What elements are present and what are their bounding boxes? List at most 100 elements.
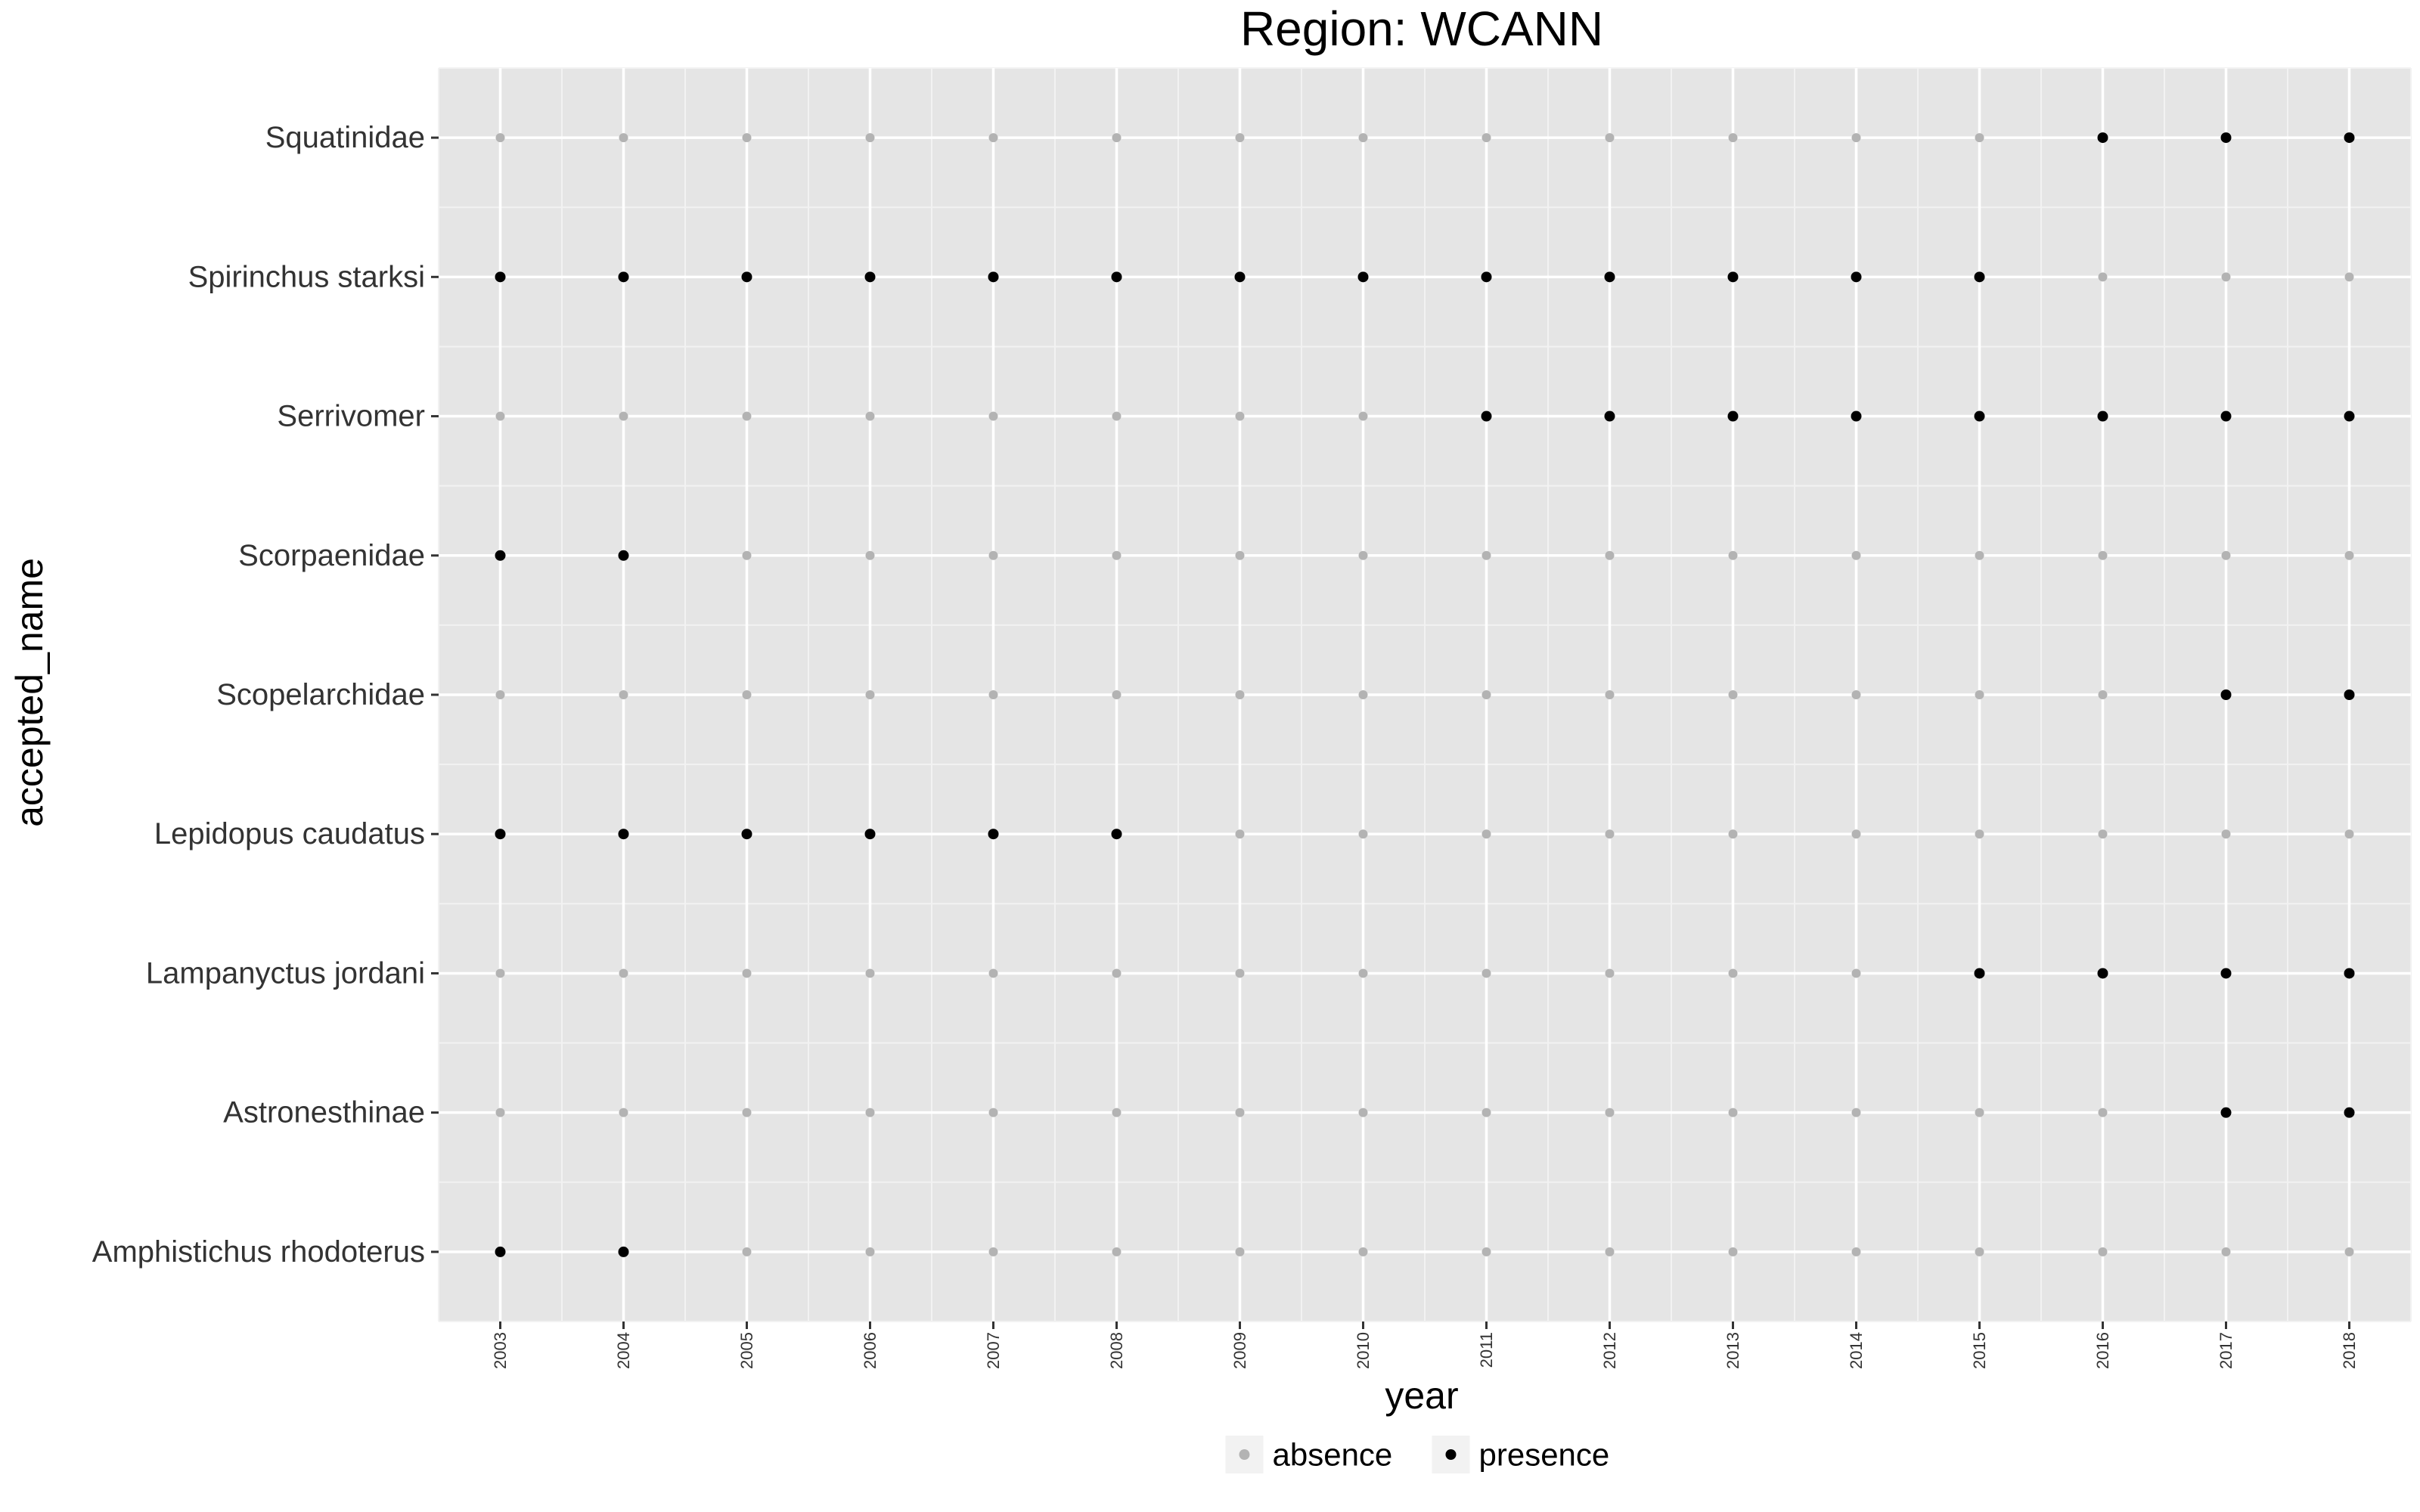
- absence-point: [1481, 133, 1491, 143]
- absence-point: [742, 968, 752, 978]
- absence-point: [1112, 1108, 1122, 1117]
- x-tick-label: 2009: [1230, 1332, 1249, 1369]
- absence-point: [1112, 968, 1122, 978]
- absence-point: [1481, 550, 1491, 560]
- x-tick-label: 2007: [984, 1332, 1003, 1369]
- absence-point: [1728, 829, 1738, 839]
- data-points: [495, 132, 2355, 1257]
- absence-point: [1235, 690, 1245, 699]
- presence-point: [1481, 411, 1492, 422]
- presence-point: [1974, 411, 1985, 422]
- presence-point: [1111, 829, 1122, 840]
- x-tick-label: 2011: [1477, 1332, 1496, 1368]
- absence-point: [1481, 1247, 1491, 1256]
- y-tick-label: Amphistichus rhodoterus: [92, 1235, 425, 1269]
- absence-point: [1112, 1247, 1122, 1256]
- absence-point: [619, 690, 628, 699]
- x-tick-label: 2016: [2093, 1332, 2112, 1369]
- x-tick-label: 2003: [491, 1332, 510, 1369]
- absence-point: [865, 1247, 875, 1256]
- absence-point: [1851, 133, 1861, 143]
- legend: absence presence: [1225, 1436, 1609, 1473]
- presence-point: [2220, 968, 2232, 979]
- absence-point: [865, 1108, 875, 1117]
- absence-point: [1112, 550, 1122, 560]
- presence-point: [618, 550, 629, 561]
- y-tick-label: Astronesthinae: [223, 1096, 425, 1129]
- presence-point: [2097, 411, 2108, 422]
- absence-point: [1481, 829, 1491, 839]
- absence-point: [1358, 1108, 1368, 1117]
- presence-point: [1851, 271, 1862, 283]
- presence-point: [2097, 968, 2108, 979]
- absence-point: [1358, 133, 1368, 143]
- absence-point: [1605, 968, 1615, 978]
- absence-point: [2221, 829, 2231, 839]
- plot-panel: [438, 67, 2412, 1322]
- presence-point: [495, 1246, 506, 1257]
- legend-absence-symbol: [1239, 1449, 1250, 1460]
- absence-point: [1481, 968, 1491, 978]
- x-tick-label: 2005: [737, 1332, 756, 1369]
- absence-point: [1112, 411, 1122, 421]
- absence-point: [495, 968, 505, 978]
- absence-point: [988, 968, 998, 978]
- presence-point: [2344, 411, 2355, 422]
- presence-point: [988, 829, 999, 840]
- absence-point: [1728, 550, 1738, 560]
- absence-point: [1851, 550, 1861, 560]
- presence-point: [495, 550, 506, 561]
- x-tick-label: 2004: [614, 1332, 633, 1369]
- presence-point: [2344, 968, 2355, 979]
- presence-point: [2220, 411, 2232, 422]
- absence-point: [1975, 1247, 1984, 1256]
- absence-point: [495, 411, 505, 421]
- x-tick-label: 2008: [1107, 1332, 1126, 1369]
- absence-point: [1728, 690, 1738, 699]
- presence-point: [864, 271, 876, 283]
- presence-point: [495, 829, 506, 840]
- presence-point: [1727, 271, 1739, 283]
- chart-title: Region: WCANN: [1240, 2, 1603, 56]
- absence-point: [1851, 1108, 1861, 1117]
- absence-point: [742, 1247, 752, 1256]
- x-tick-label: 2006: [861, 1332, 880, 1369]
- absence-point: [619, 1108, 628, 1117]
- presence-point: [1481, 271, 1492, 283]
- presence-point: [1111, 271, 1122, 283]
- absence-point: [1975, 133, 1984, 143]
- y-axis-title: accepted_name: [8, 558, 51, 827]
- absence-point: [2098, 1108, 2108, 1117]
- presence-point: [618, 1246, 629, 1257]
- absence-point: [495, 690, 505, 699]
- absence-point: [742, 133, 752, 143]
- absence-point: [1728, 1247, 1738, 1256]
- legend-presence-symbol: [1445, 1449, 1457, 1460]
- presence-point: [741, 271, 752, 283]
- absence-point: [1975, 829, 1984, 839]
- x-tick-label: 2017: [2217, 1332, 2235, 1369]
- absence-point: [742, 690, 752, 699]
- absence-point: [2098, 1247, 2108, 1256]
- y-tick-label: Scorpaenidae: [238, 539, 425, 572]
- y-tick-label: Serrivomer: [277, 400, 425, 433]
- absence-point: [1358, 550, 1368, 560]
- presence-point: [1604, 271, 1615, 283]
- absence-point: [619, 968, 628, 978]
- absence-point: [1358, 690, 1368, 699]
- absence-point: [988, 550, 998, 560]
- absence-point: [1235, 1108, 1245, 1117]
- absence-point: [1975, 550, 1984, 560]
- absence-point: [1851, 829, 1861, 839]
- absence-point: [1605, 829, 1615, 839]
- absence-point: [619, 133, 628, 143]
- absence-point: [2344, 550, 2354, 560]
- absence-point: [1358, 968, 1368, 978]
- presence-point: [1604, 411, 1615, 422]
- presence-point: [1974, 271, 1985, 283]
- presence-point: [1851, 411, 1862, 422]
- absence-point: [1605, 1247, 1615, 1256]
- x-axis: 2003 2004 2005 2006 2007 2008 2009 2010 2011 2012…: [491, 1321, 2359, 1369]
- presence-point: [988, 271, 999, 283]
- x-axis-title: year: [1385, 1374, 1458, 1417]
